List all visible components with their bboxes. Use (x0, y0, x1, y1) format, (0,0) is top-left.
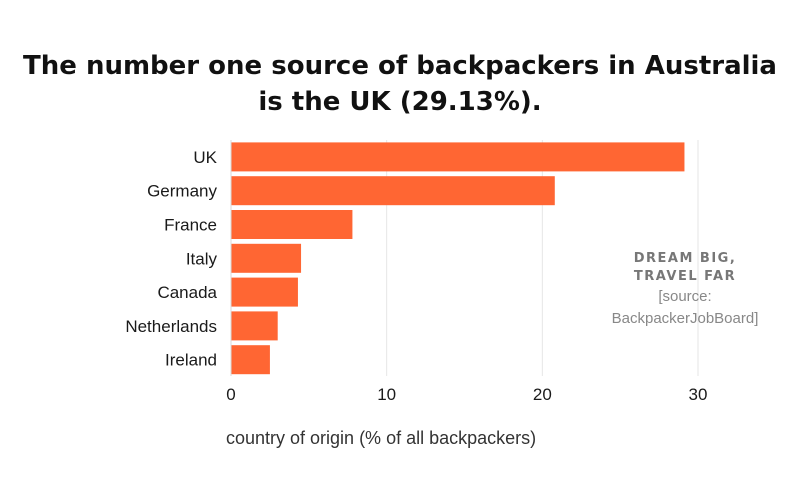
brand-watermark: DREAM BIG, TRAVEL FAR [source: Backpacke… (610, 250, 760, 330)
y-tick-label: Germany (147, 182, 217, 201)
bar-uk (231, 142, 685, 172)
bar-canada (231, 277, 298, 307)
y-tick-label: Italy (186, 249, 218, 268)
y-tick-label: Netherlands (125, 317, 217, 336)
x-tick-label: 20 (533, 385, 552, 404)
x-tick-label: 0 (226, 385, 235, 404)
bar-netherlands (231, 311, 278, 341)
chart-title: The number one source of backpackers in … (0, 48, 800, 120)
y-tick-label: UK (193, 148, 217, 167)
bar-ireland (231, 345, 270, 375)
x-tick-label: 30 (689, 385, 708, 404)
source-line-2: BackpackerJobBoard] (611, 310, 759, 327)
x-tick-label: 10 (377, 385, 396, 404)
chart-title-line-2: is the UK (29.13%). (258, 87, 542, 117)
brand-line-1: DREAM BIG, (633, 251, 737, 266)
x-axis-label: country of origin (% of all backpackers) (226, 428, 537, 448)
bar-france (231, 210, 353, 239)
source-line-1: [source: (658, 288, 712, 305)
bar-germany (231, 176, 555, 206)
brand-line-2: TRAVEL FAR (633, 269, 737, 284)
y-tick-label: Canada (157, 283, 217, 302)
bar-italy (231, 243, 302, 273)
chart-title-line-1: The number one source of backpackers in … (23, 51, 777, 81)
y-tick-label: Ireland (165, 351, 217, 370)
y-tick-label: France (164, 216, 217, 235)
